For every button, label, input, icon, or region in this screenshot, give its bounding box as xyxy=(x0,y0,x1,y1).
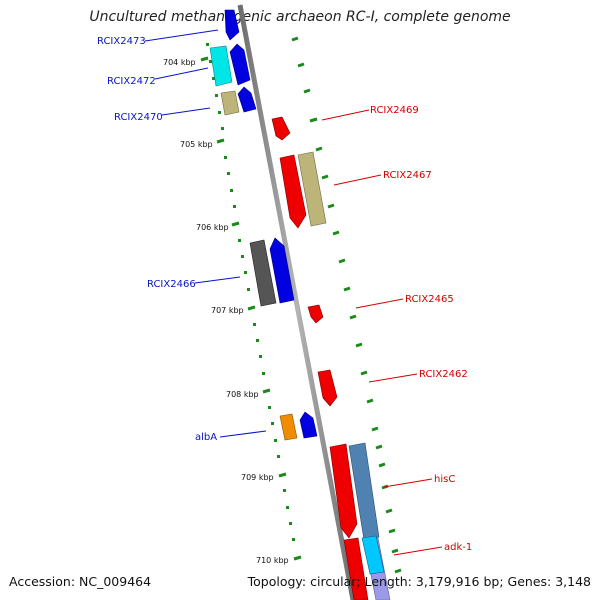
genome-stats-text: Topology: circular; Length: 3,179,916 bp… xyxy=(247,574,591,589)
gene-label-hisc[interactable]: hisC xyxy=(434,474,455,485)
gene-arrow-blue-3[interactable] xyxy=(269,237,295,304)
gene-arrow-cyan[interactable] xyxy=(361,535,385,575)
scale-label: 706 kbp xyxy=(196,223,229,232)
gene-arrow-rcix2469[interactable] xyxy=(271,116,291,141)
scale-label: 708 kbp xyxy=(226,390,259,399)
scale-ticks-right xyxy=(291,36,402,574)
scale-ticks-left-major xyxy=(200,56,302,561)
gene-label-alba[interactable]: albA xyxy=(195,432,217,443)
reverse-callouts xyxy=(321,109,443,556)
genome-backbone xyxy=(237,4,356,600)
gene-label-rcix2467[interactable]: RCIX2467 xyxy=(383,170,432,181)
reverse-gene-labels: RCIX2469 RCIX2467 RCIX2465 RCIX2462 hisC… xyxy=(370,105,472,553)
gene-label-rcix2465[interactable]: RCIX2465 xyxy=(405,294,454,305)
gene-arrow-rcix2462[interactable] xyxy=(317,369,338,407)
gene-arrow-rcix2473[interactable] xyxy=(224,9,240,41)
gene-arrow-blue-2[interactable] xyxy=(237,86,257,113)
gene-arrow-blue-4[interactable] xyxy=(299,411,318,439)
gene-label-rcix2466[interactable]: RCIX2466 xyxy=(147,279,196,290)
gene-arrow-rcix2470[interactable] xyxy=(220,90,240,116)
gene-arrow-rcix2467-red[interactable] xyxy=(279,154,307,229)
gene-arrow-rcix2467[interactable] xyxy=(297,151,327,227)
forward-gene-labels: RCIX2473 RCIX2472 RCIX2470 RCIX2466 albA xyxy=(97,36,217,443)
gene-arrow-hisc[interactable] xyxy=(329,443,358,539)
gene-arrow-rcix2472[interactable] xyxy=(209,45,233,87)
gene-label-adk-1[interactable]: adk-1 xyxy=(444,542,472,553)
gene-arrow-steelblue[interactable] xyxy=(348,442,380,541)
gene-label-rcix2469[interactable]: RCIX2469 xyxy=(370,105,419,116)
scale-label: 709 kbp xyxy=(241,473,274,482)
gene-arrow-rcix2466[interactable] xyxy=(249,239,277,307)
gene-label-rcix2472[interactable]: RCIX2472 xyxy=(107,76,156,87)
gene-label-rcix2470[interactable]: RCIX2470 xyxy=(114,112,163,123)
gene-label-rcix2462[interactable]: RCIX2462 xyxy=(419,369,468,380)
reverse-gene-features[interactable] xyxy=(271,116,385,600)
gene-arrow-alba[interactable] xyxy=(279,413,298,441)
map-title: Uncultured methanogenic archaeon RC-I, c… xyxy=(89,9,511,25)
scale-label: 707 kbp xyxy=(211,306,244,315)
forward-callouts xyxy=(144,29,267,438)
scale-label: 705 kbp xyxy=(180,140,213,149)
accession-text: Accession: NC_009464 xyxy=(9,574,152,589)
gene-arrow-adk-1[interactable] xyxy=(343,537,369,600)
gene-arrow-blue-1[interactable] xyxy=(229,43,251,86)
scale-label: 710 kbp xyxy=(256,556,289,565)
gene-label-rcix2473[interactable]: RCIX2473 xyxy=(97,36,146,47)
scale-label: 704 kbp xyxy=(163,58,196,67)
scale-ticks-left xyxy=(206,43,295,541)
gene-arrow-rcix2465[interactable] xyxy=(307,304,324,324)
